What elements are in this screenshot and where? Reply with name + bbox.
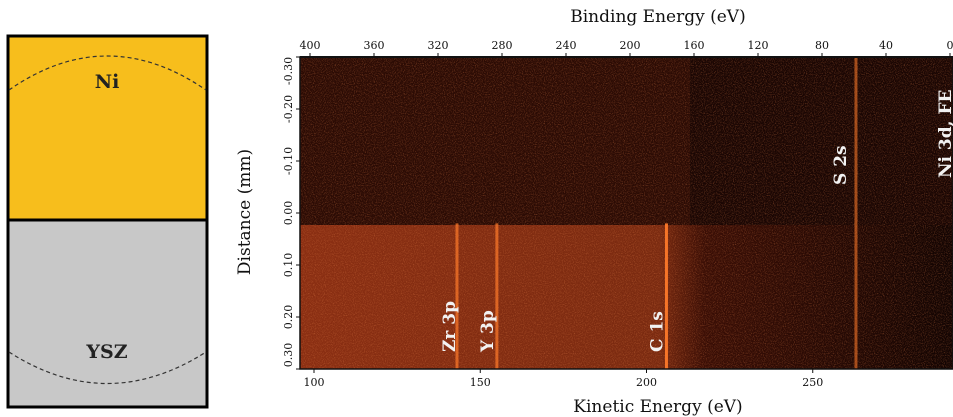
ni-layer [6, 34, 209, 222]
top-tick-label: 80 [815, 39, 829, 52]
top-axis-ticks: 400 360 320 280 240 200 160 120 80 40 0 [300, 39, 953, 57]
top-tick-label: 320 [428, 39, 449, 52]
top-tick-label: 360 [364, 39, 385, 52]
peak-labels: Zr 3pY 3pC 1sS 2sZr 3dS 2pY 3dNi 3sSi 2p… [440, 89, 953, 353]
heatmap-noise [300, 57, 953, 369]
bottom-axis-ticks: 100150200250300350400450 [304, 369, 823, 389]
left-tick-label: -0.30 [282, 57, 295, 85]
top-tick-label: 160 [684, 39, 705, 52]
top-tick-label: 120 [748, 39, 769, 52]
left-tick-label: -0.10 [282, 147, 295, 175]
top-tick-label: 280 [492, 39, 513, 52]
left-tick-label: -0.20 [282, 95, 295, 123]
peak-label: Ni 3d, FE [936, 89, 953, 178]
bottom-axis-title: Kinetic Energy (eV) [573, 397, 742, 417]
top-tick-label: 240 [556, 39, 577, 52]
left-axis-ticks: -0.30 -0.20 -0.10 0.00 0.10 0.20 0.30 [282, 56, 300, 370]
bottom-tick-label: 250 [802, 376, 823, 389]
bottom-tick-label: 100 [304, 376, 325, 389]
peak-label: Zr 3p [440, 301, 460, 352]
bottom-tick-label: 200 [636, 376, 657, 389]
top-tick-label: 200 [620, 39, 641, 52]
bottom-tick-label: 150 [470, 376, 491, 389]
left-tick-label: 0.10 [282, 253, 295, 278]
left-tick-label: 0.00 [282, 201, 295, 226]
sample-schematic: Ni YSZ [6, 34, 209, 409]
ysz-layer [6, 218, 209, 409]
top-axis-title: Binding Energy (eV) [570, 7, 745, 27]
top-tick-label: 40 [879, 39, 893, 52]
ysz-label: YSZ [85, 341, 127, 363]
peak-label: S 2s [831, 145, 851, 185]
peak-label: Y 3p [478, 310, 498, 353]
top-tick-label: 400 [300, 39, 321, 52]
ni-boundary-dashed [8, 55, 207, 91]
left-tick-label: 0.30 [282, 343, 295, 368]
left-tick-label: 0.20 [282, 305, 295, 330]
top-tick-label: 0 [947, 39, 953, 52]
peak-lines [455, 57, 858, 369]
peak-label: C 1s [647, 311, 667, 352]
ni-label: Ni [95, 71, 120, 93]
left-axis-title: Distance (mm) [235, 149, 255, 275]
